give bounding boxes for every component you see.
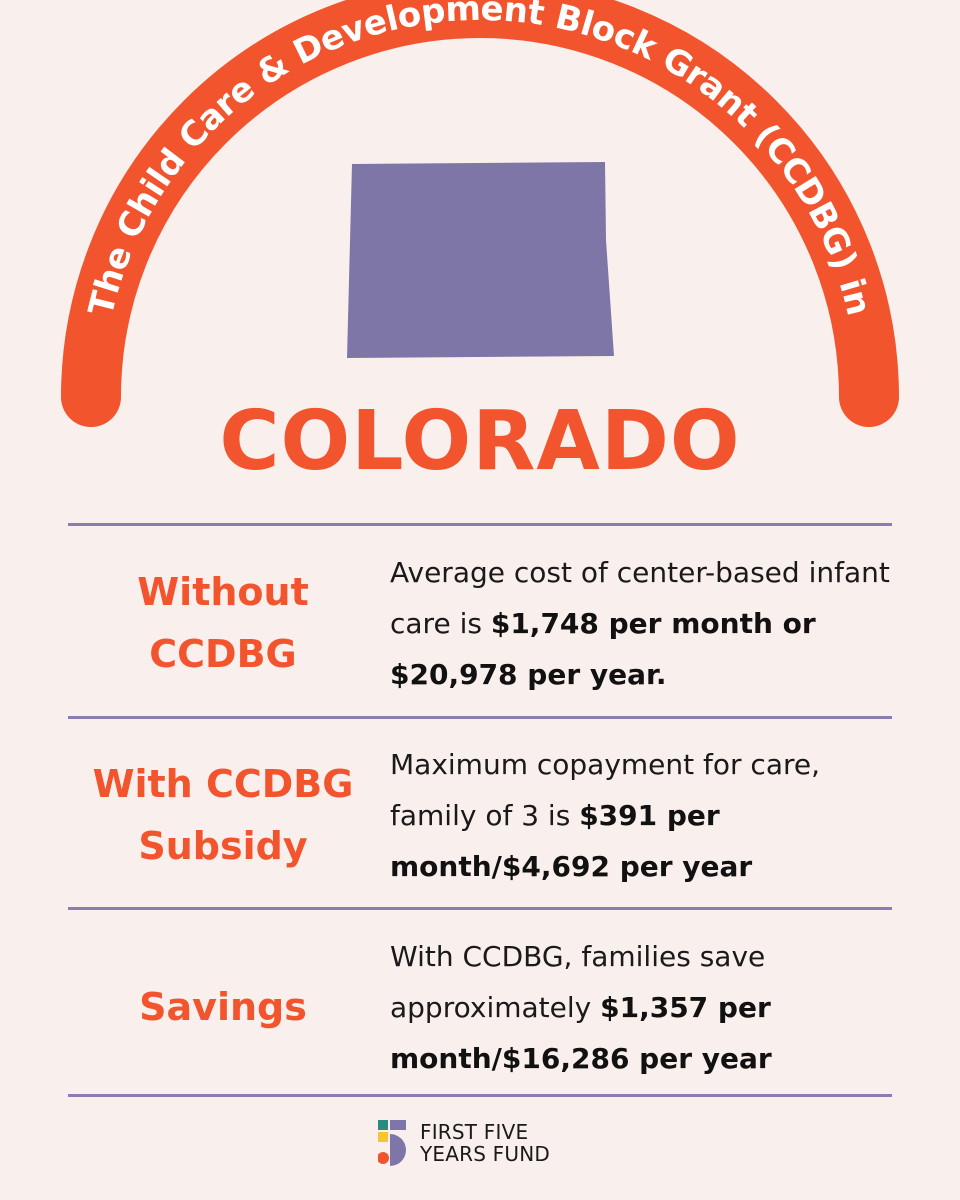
divider	[68, 523, 892, 526]
row-text-plain: With CCDBG, families save approximately	[390, 939, 766, 1024]
row-text-plain: Maximum copayment for care, family of 3 …	[390, 747, 820, 832]
divider	[68, 716, 892, 719]
title-arch: The Child Care & Development Block Grant…	[61, 0, 899, 427]
divider	[68, 907, 892, 910]
row-savings: Savings With CCDBG, families save approx…	[68, 912, 892, 1102]
state-name: COLORADO	[219, 394, 741, 489]
row-description: With CCDBG, families save approximately …	[390, 912, 890, 1102]
row-text-bold: $1,748 per month or $20,978 per year.	[390, 606, 816, 691]
colorado-map-icon	[347, 162, 614, 358]
row-without-ccdbg: Without CCDBG Average cost of center-bas…	[68, 528, 892, 718]
row-label: With CCDBG Subsidy	[92, 762, 354, 868]
row-label: Savings	[139, 985, 307, 1029]
row-description: Average cost of center-based infant care…	[390, 528, 890, 718]
brand-name: FIRST FIVE YEARS FUND	[420, 1121, 550, 1165]
arch-band	[61, 0, 899, 427]
brand-name-line2: YEARS FUND	[420, 1142, 550, 1166]
row-label: Without CCDBG	[137, 570, 309, 676]
brand-logo: FIRST FIVE YEARS FUND	[378, 1118, 550, 1168]
row-text-bold: $1,357 per month/$16,286 per year	[390, 990, 772, 1075]
row-text-bold: $391 per month/$4,692 per year	[390, 798, 753, 883]
row-text-plain: Average cost of center-based infant care…	[390, 555, 890, 640]
row-description: Maximum copayment for care, family of 3 …	[390, 720, 890, 910]
brand-name-line1: FIRST FIVE	[420, 1120, 529, 1144]
divider	[68, 1094, 892, 1097]
first-five-years-fund-logo-icon	[378, 1120, 406, 1166]
row-with-ccdbg-subsidy: With CCDBG Subsidy Maximum copayment for…	[68, 720, 892, 910]
